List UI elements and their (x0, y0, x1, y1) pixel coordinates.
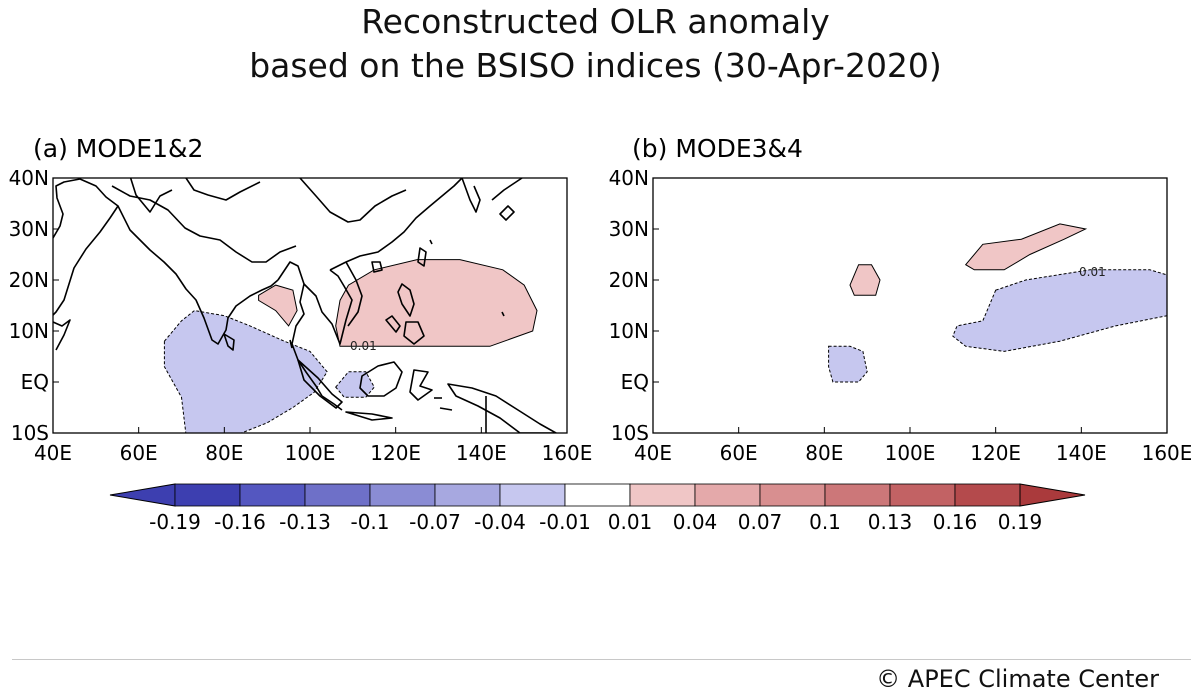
anomaly-region-positive-1 (964, 223, 1088, 271)
anomaly-region-negative-2 (952, 269, 1167, 352)
colorbar-label: -0.1 (350, 510, 389, 534)
y-tick-label: 30N (9, 217, 49, 241)
axis-ticks-a: 40E 60E 80E 100E 120E 140E 160E 40N 30N 20N 10N EQ 1… (9, 166, 593, 465)
x-tick-label: 80E (205, 441, 243, 465)
anomaly-region-negative-2 (163, 310, 328, 433)
colorbar: -0.19 -0.16 -0.13 -0.1 -0.07 -0.04 -0.01 0.01 0.… (109, 483, 1086, 534)
colorbar-label: -0.19 (149, 510, 201, 534)
colorbar-label: -0.07 (409, 510, 461, 534)
anomaly-region-positive-0 (849, 264, 881, 296)
x-tick-label: 40E (634, 441, 672, 465)
colorbar-bin (954, 483, 1021, 507)
colorbar-label: -0.01 (539, 510, 591, 534)
y-tick-label: 40N (9, 166, 49, 190)
title-line-1: Reconstructed OLR anomaly (361, 2, 830, 41)
colorbar-bin (759, 483, 826, 507)
y-tick-label: 10N (9, 319, 49, 343)
colorbar-bin (499, 483, 566, 507)
colorbar-label: -0.13 (279, 510, 331, 534)
anomaly-region-positive-0 (258, 284, 298, 327)
colorbar-label: 0.07 (738, 510, 783, 534)
colorbar-label: -0.04 (474, 510, 526, 534)
anomaly-region-negative-3 (335, 371, 375, 398)
y-tick-label: 20N (9, 268, 49, 292)
x-tick-label: 160E (1142, 441, 1191, 465)
contour-label-b: 0.01 (1079, 265, 1106, 279)
title-line-2: based on the BSISO indices (30-Apr-2020) (249, 46, 942, 85)
x-tick-label: 120E (370, 441, 421, 465)
panel-label-a: (a) MODE1&2 (33, 134, 203, 163)
y-tick-label: 20N (609, 268, 649, 292)
anomaly-region-positive-1 (335, 259, 538, 347)
x-tick-label: 60E (720, 441, 758, 465)
footer-divider (12, 659, 1191, 660)
y-tick-label: 30N (609, 217, 649, 241)
colorbar-bin (564, 483, 631, 507)
colorbar-label: 0.04 (673, 510, 718, 534)
x-tick-label: 140E (456, 441, 507, 465)
x-tick-label: 100E (285, 441, 336, 465)
colorbar-label: 0.1 (809, 510, 841, 534)
panel-label-b: (b) MODE3&4 (632, 134, 803, 163)
colorbar-arrow-low (109, 483, 176, 507)
x-tick-label: 40E (34, 441, 72, 465)
contour-label-a: 0.01 (350, 339, 377, 353)
figure-title: Reconstructed OLR anomaly based on the B… (0, 0, 1191, 88)
y-tick-label: 40N (609, 166, 649, 190)
colorbar-bin (889, 483, 956, 507)
colorbar-bin (824, 483, 891, 507)
y-tick-label: 10S (611, 421, 649, 445)
anomaly-layer-b (828, 223, 1167, 383)
colorbar-bin (694, 483, 761, 507)
axis-ticks-b: 40E 60E 80E 100E 120E 140E 160E 40N 30N 20N 10N EQ 1… (609, 166, 1191, 465)
colorbar-label: 0.16 (933, 510, 978, 534)
y-tick-label: EQ (21, 370, 49, 394)
y-tick-label: EQ (621, 370, 649, 394)
colorbar-bin (434, 483, 501, 507)
x-tick-label: 80E (805, 441, 843, 465)
copyright-footer: © APEC Climate Center (876, 665, 1159, 693)
x-tick-label: 140E (1056, 441, 1107, 465)
colorbar-label: 0.13 (868, 510, 913, 534)
map-panel-mode12: 0.01 40E 60E 80E 100E 120E 140E 160E 40N 30N 20N 1… (9, 166, 593, 465)
anomaly-region-negative-3 (828, 345, 868, 383)
colorbar-arrow-high (1019, 483, 1086, 507)
colorbar-bin (174, 483, 241, 507)
colorbar-label: 0.19 (998, 510, 1043, 534)
colorbar-bin (369, 483, 436, 507)
x-tick-label: 160E (542, 441, 593, 465)
x-tick-label: 100E (885, 441, 936, 465)
y-tick-label: 10N (609, 319, 649, 343)
colorbar-bin (304, 483, 371, 507)
map-panel-mode34: 0.01 40E 60E 80E 100E 120E 140E 160E 40N 30N 20N 1… (609, 166, 1191, 465)
colorbar-bin (629, 483, 696, 507)
colorbar-bin (239, 483, 306, 507)
x-tick-label: 120E (970, 441, 1021, 465)
colorbar-label: -0.16 (214, 510, 266, 534)
colorbar-label: 0.01 (608, 510, 653, 534)
anomaly-layer-a (163, 259, 538, 433)
x-tick-label: 60E (120, 441, 158, 465)
y-tick-label: 10S (11, 421, 49, 445)
